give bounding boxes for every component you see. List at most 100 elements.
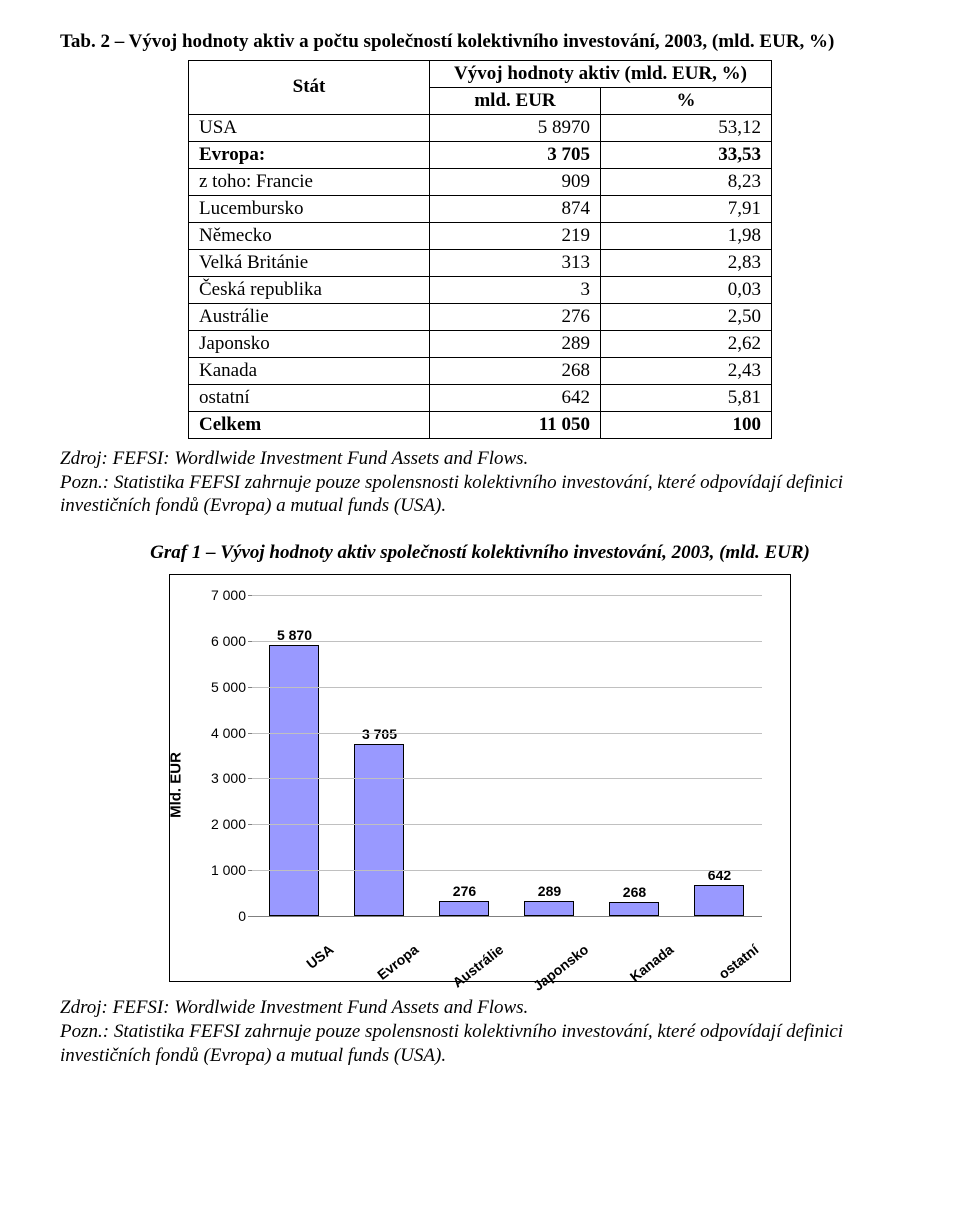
bar-value-label: 642 [708, 867, 731, 883]
cell-state: Německo [189, 222, 430, 249]
gridline [252, 824, 762, 825]
bar-wrap: 5 870 [259, 595, 330, 916]
cell-pct: 33,53 [601, 141, 772, 168]
y-tick-mark [248, 824, 252, 825]
cell-value: 874 [430, 195, 601, 222]
cell-value: 3 705 [430, 141, 601, 168]
th-group: Vývoj hodnoty aktiv (mld. EUR, %) [430, 60, 772, 87]
note-line-1: Pozn.: Statistika FEFSI zahrnuje pouze s… [60, 471, 900, 519]
cell-pct: 2,83 [601, 249, 772, 276]
cell-state: Japonsko [189, 330, 430, 357]
gridline [252, 733, 762, 734]
gridline [252, 641, 762, 642]
bar-wrap: 3 705 [344, 595, 415, 916]
y-tick-label: 2 000 [202, 816, 246, 832]
th-pct: % [601, 87, 772, 114]
cell-value: 909 [430, 168, 601, 195]
y-tick-label: 7 000 [202, 587, 246, 603]
table-row: Celkem11 050100 [189, 411, 772, 438]
note-line-2: Pozn.: Statistika FEFSI zahrnuje pouze s… [60, 1020, 900, 1068]
cell-pct: 53,12 [601, 114, 772, 141]
cell-state: Česká republika [189, 276, 430, 303]
chart-title: Graf 1 – Vývoj hodnoty aktiv společností… [60, 542, 900, 564]
cell-value: 289 [430, 330, 601, 357]
y-tick-label: 0 [202, 908, 246, 924]
table-row: Austrálie2762,50 [189, 303, 772, 330]
y-tick-mark [248, 870, 252, 871]
cell-state: Celkem [189, 411, 430, 438]
table-row: Japonsko2892,62 [189, 330, 772, 357]
bar [354, 744, 404, 916]
cell-state: Kanada [189, 357, 430, 384]
gridline [252, 778, 762, 779]
cell-value: 642 [430, 384, 601, 411]
cell-value: 5 8970 [430, 114, 601, 141]
cell-state: Evropa: [189, 141, 430, 168]
table-row: Lucembursko8747,91 [189, 195, 772, 222]
bar-wrap: 642 [684, 595, 755, 916]
bar [524, 901, 574, 916]
bar-value-label: 289 [538, 883, 561, 899]
y-tick-mark [248, 916, 252, 917]
cell-pct: 1,98 [601, 222, 772, 249]
bar [609, 902, 659, 916]
cell-value: 313 [430, 249, 601, 276]
bar-value-label: 268 [623, 884, 646, 900]
table-caption: Tab. 2 – Vývoj hodnoty aktiv a počtu spo… [60, 30, 900, 54]
cell-pct: 2,62 [601, 330, 772, 357]
cell-value: 276 [430, 303, 601, 330]
y-tick-label: 3 000 [202, 770, 246, 786]
bar [694, 885, 744, 916]
chart-plot-area: 5 8703 705276289268642 01 0002 0003 0004… [252, 595, 762, 917]
cell-state: USA [189, 114, 430, 141]
y-tick-label: 1 000 [202, 862, 246, 878]
cell-state: z toho: Francie [189, 168, 430, 195]
cell-state: Lucembursko [189, 195, 430, 222]
data-table: Stát Vývoj hodnoty aktiv (mld. EUR, %) m… [188, 60, 772, 439]
chart-container: Mld. EUR 5 870 3 705 276 289 268 642 0 1 000 2 … [169, 574, 791, 982]
table-row: Evropa:3 70533,53 [189, 141, 772, 168]
th-mld: mld. EUR [430, 87, 601, 114]
y-tick-mark [248, 733, 252, 734]
cell-pct: 7,91 [601, 195, 772, 222]
gridline [252, 687, 762, 688]
bar-wrap: 289 [514, 595, 585, 916]
cell-value: 11 050 [430, 411, 601, 438]
cell-pct: 8,23 [601, 168, 772, 195]
y-tick-label: 6 000 [202, 633, 246, 649]
bar [439, 901, 489, 916]
table-row: ostatní6425,81 [189, 384, 772, 411]
cell-pct: 2,50 [601, 303, 772, 330]
bar-value-label: 276 [453, 883, 476, 899]
cell-state: Austrálie [189, 303, 430, 330]
y-tick-label: 5 000 [202, 679, 246, 695]
cell-state: Velká Británie [189, 249, 430, 276]
table-row: Velká Británie3132,83 [189, 249, 772, 276]
table-row: Německo2191,98 [189, 222, 772, 249]
y-tick-mark [248, 778, 252, 779]
cell-pct: 5,81 [601, 384, 772, 411]
bar-value-label: 3 705 [362, 726, 397, 742]
gridline [252, 870, 762, 871]
y-tick-mark [248, 641, 252, 642]
y-tick-label: 4 000 [202, 725, 246, 741]
gridline [252, 595, 762, 596]
y-tick-mark [248, 687, 252, 688]
table-row: Kanada2682,43 [189, 357, 772, 384]
th-state: Stát [189, 60, 430, 114]
cell-value: 219 [430, 222, 601, 249]
cell-pct: 100 [601, 411, 772, 438]
y-axis-label: Mld. EUR [168, 752, 185, 818]
bar-wrap: 268 [599, 595, 670, 916]
cell-pct: 2,43 [601, 357, 772, 384]
cell-pct: 0,03 [601, 276, 772, 303]
table-row: z toho: Francie9098,23 [189, 168, 772, 195]
table-row: USA5 897053,12 [189, 114, 772, 141]
cell-value: 3 [430, 276, 601, 303]
cell-state: ostatní [189, 384, 430, 411]
bar-wrap: 276 [429, 595, 500, 916]
cell-value: 268 [430, 357, 601, 384]
bar [269, 645, 319, 916]
source-line-1: Zdroj: FEFSI: Wordlwide Investment Fund … [60, 447, 900, 471]
y-tick-mark [248, 595, 252, 596]
